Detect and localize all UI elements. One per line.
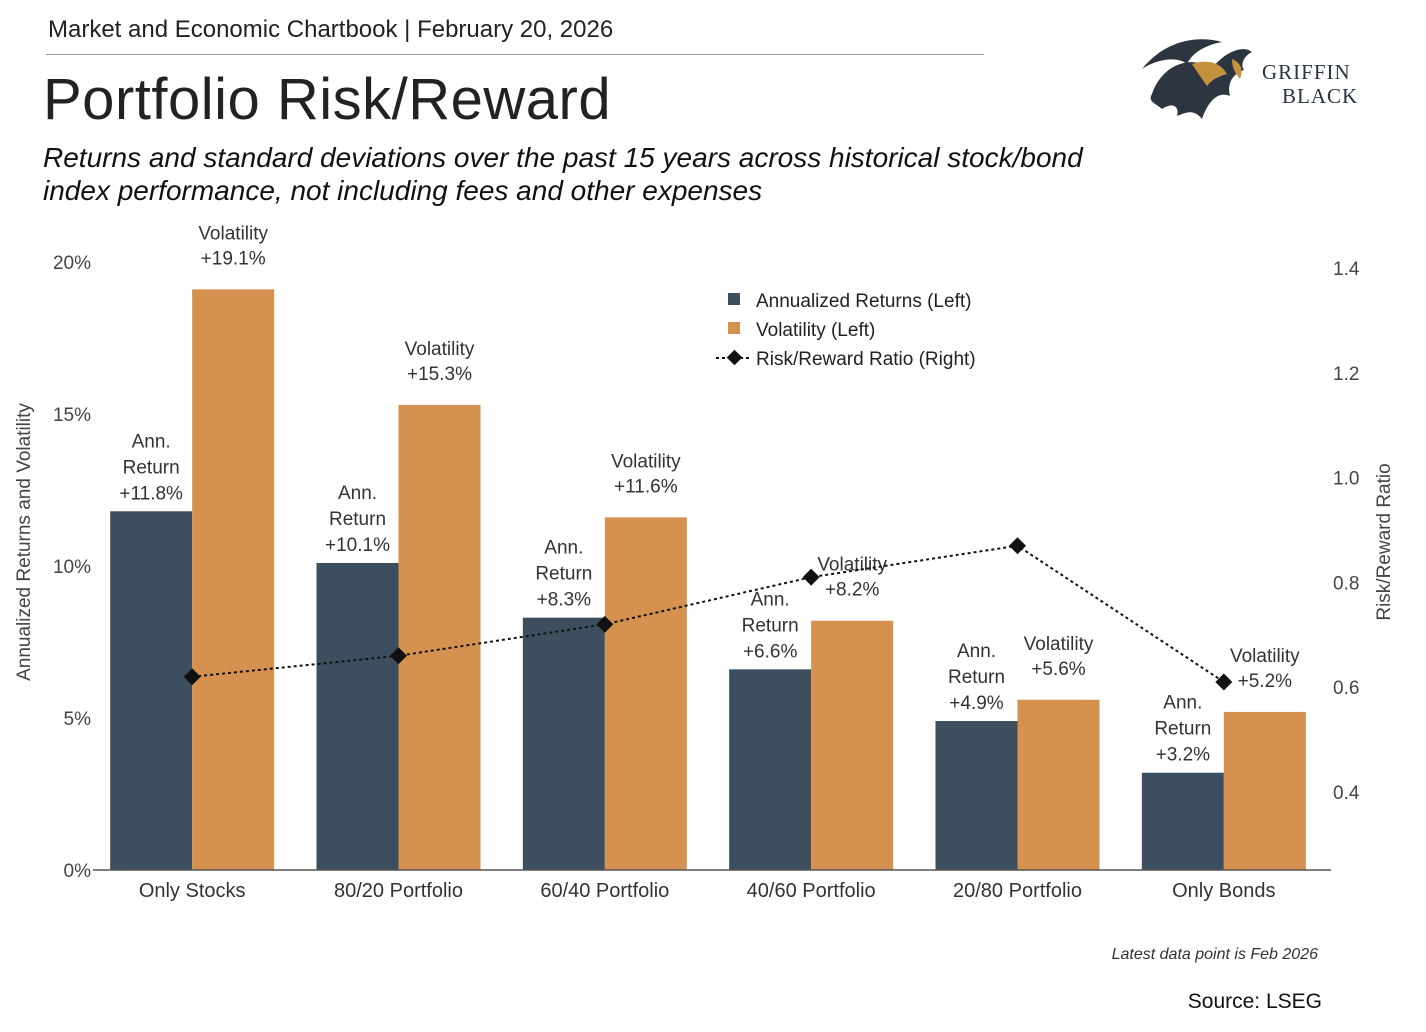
legend-ratio-marker — [726, 349, 743, 366]
volatility-data-label: Volatility — [817, 555, 887, 576]
griffin-black-wordmark: GRIFFIN BLACK — [1262, 60, 1358, 108]
y2-tick-label: 0.6 — [1333, 678, 1359, 699]
volatility-data-label: Volatility — [405, 339, 475, 360]
x-tick-label: 80/20 Portfolio — [334, 880, 463, 902]
y2-tick-label: 0.8 — [1333, 573, 1359, 594]
legend-volatility-label: Volatility (Left) — [756, 320, 875, 341]
returns-data-label: +10.1% — [325, 535, 390, 556]
volatility-data-label: Volatility — [198, 223, 268, 244]
y-tick-label: 10% — [53, 557, 91, 578]
volatility-data-label: +5.6% — [1031, 659, 1086, 680]
returns-bar — [522, 617, 605, 870]
risk-reward-point — [1215, 673, 1233, 691]
volatility-bar — [192, 289, 275, 870]
volatility-data-label: +11.6% — [614, 476, 678, 497]
legend-ratio-label: Risk/Reward Ratio (Right) — [756, 349, 976, 370]
returns-data-label: Return — [535, 564, 592, 585]
y2-tick-label: 1.2 — [1333, 364, 1359, 385]
returns-data-label: Return — [123, 457, 180, 478]
returns-data-label: Ann. — [132, 431, 171, 452]
header-divider — [46, 54, 984, 55]
logo-line-2: BLACK — [1282, 84, 1359, 108]
risk-reward-chart: Ann. Return +11.8% Volatility +19.1% Only Sto… — [14, 223, 1395, 902]
y2-tick-label: 1.0 — [1333, 469, 1359, 490]
x-tick-label: 20/80 Portfolio — [953, 880, 1082, 902]
y-tick-label: 15% — [53, 405, 91, 426]
chartbook-header: Market and Economic Chartbook | February… — [48, 16, 614, 43]
returns-bar — [1141, 772, 1224, 870]
source-note: Source: LSEG — [1187, 990, 1322, 1013]
x-tick-label: 60/40 Portfolio — [540, 880, 669, 902]
returns-data-label: Ann. — [1163, 693, 1202, 714]
risk-reward-point — [802, 568, 820, 586]
logo-line-1: GRIFFIN — [1262, 60, 1351, 84]
returns-bar — [935, 721, 1018, 870]
returns-data-label: Return — [329, 509, 386, 530]
volatility-data-label: +15.3% — [407, 364, 472, 385]
legend-returns-swatch — [728, 293, 740, 305]
risk-reward-point — [390, 647, 407, 665]
returns-data-label: Ann. — [338, 483, 377, 504]
volatility-bar — [604, 517, 687, 870]
griffin-logo-icon — [1142, 39, 1252, 119]
y2-tick-label: 0.4 — [1333, 783, 1360, 804]
x-tick-label: Only Stocks — [139, 880, 246, 902]
returns-data-label: +11.8% — [119, 483, 183, 504]
returns-data-label: Return — [1154, 719, 1211, 740]
returns-data-label: Ann. — [751, 589, 790, 610]
returns-data-label: +6.6% — [743, 641, 798, 662]
returns-bar — [316, 562, 399, 870]
returns-data-label: Ann. — [544, 538, 583, 559]
volatility-bar — [1223, 711, 1306, 870]
risk-reward-point — [183, 668, 201, 686]
returns-data-label: Return — [948, 667, 1005, 688]
returns-data-label: Return — [742, 615, 799, 636]
returns-data-label: +8.3% — [537, 590, 592, 611]
volatility-data-label: Volatility — [1024, 634, 1094, 655]
page-subtitle: Returns and standard deviations over the… — [43, 142, 1083, 206]
volatility-data-label: Volatility — [1230, 646, 1300, 667]
y-axis-title: Annualized Returns and Volatility — [14, 403, 35, 681]
page-title: Portfolio Risk/Reward — [43, 67, 612, 132]
volatility-data-label: +5.2% — [1238, 671, 1293, 692]
risk-reward-point — [596, 615, 614, 633]
legend-returns-label: Annualized Returns (Left) — [756, 291, 971, 312]
x-tick-label: 40/60 Portfolio — [747, 880, 876, 902]
volatility-bar — [811, 620, 894, 870]
returns-bar — [729, 669, 812, 870]
y-tick-label: 20% — [53, 253, 91, 274]
risk-reward-point — [1009, 537, 1026, 555]
returns-data-label: Ann. — [957, 641, 996, 662]
returns-data-label: +3.2% — [1156, 745, 1211, 766]
volatility-bar — [398, 404, 481, 870]
y2-tick-label: 1.4 — [1333, 259, 1360, 280]
risk-reward-line — [192, 544, 1225, 683]
returns-bar — [110, 511, 193, 870]
y2-axis-title: Risk/Reward Ratio — [1374, 463, 1395, 620]
volatility-data-label: +8.2% — [825, 580, 880, 601]
latest-data-footnote: Latest data point is Feb 2026 — [1111, 946, 1318, 963]
legend-volatility-swatch — [728, 322, 740, 334]
y-tick-label: 5% — [64, 709, 92, 730]
volatility-bar — [1017, 699, 1100, 870]
volatility-data-label: Volatility — [611, 451, 681, 472]
volatility-data-label: +19.1% — [201, 248, 266, 269]
returns-data-label: +4.9% — [949, 693, 1004, 714]
y-tick-label: 0% — [64, 861, 92, 882]
x-tick-label: Only Bonds — [1172, 880, 1275, 902]
